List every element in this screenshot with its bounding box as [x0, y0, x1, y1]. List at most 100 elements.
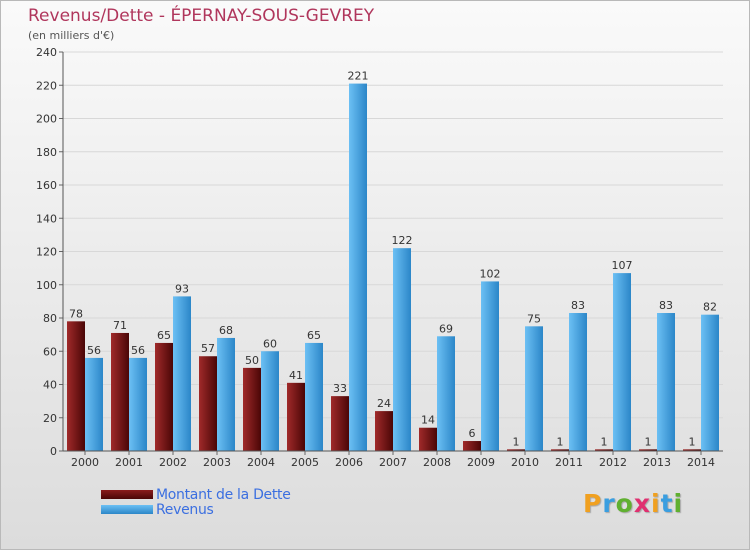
legend-swatch-revenue [101, 505, 153, 514]
logo-letter: i [651, 489, 661, 518]
bar-revenue [393, 248, 411, 451]
bar-revenue [129, 357, 147, 451]
bar-debt [683, 449, 701, 451]
data-label-revenue: 65 [307, 329, 321, 342]
bar-debt [595, 449, 613, 451]
data-label-debt: 57 [201, 342, 215, 355]
data-label-debt: 1 [689, 435, 696, 448]
y-tick-label: 220 [36, 79, 57, 92]
x-tick-label: 2003 [203, 456, 231, 469]
bar-debt [199, 356, 217, 451]
legend-swatch-debt [101, 490, 153, 499]
data-label-debt: 78 [69, 307, 83, 320]
data-labels: 78 56 71 56 65 93 57 68 50 60 41 65 33 221 24 122 14 69 6 1… [69, 70, 717, 449]
x-tick-label: 2008 [423, 456, 451, 469]
data-label-debt: 33 [333, 382, 347, 395]
bar-debt [375, 411, 393, 451]
data-label-revenue: 60 [263, 337, 277, 350]
bar-revenue [525, 326, 543, 451]
bar-revenue [349, 83, 367, 452]
y-tick-label: 100 [36, 279, 57, 292]
x-tick-label: 2013 [643, 456, 671, 469]
y-tick-label: 20 [43, 412, 57, 425]
data-label-revenue: 107 [612, 259, 633, 272]
x-tick-label: 2000 [71, 456, 99, 469]
data-label-debt: 1 [513, 435, 520, 448]
data-label-revenue: 221 [348, 70, 369, 83]
x-tick-label: 2012 [599, 456, 627, 469]
data-label-debt: 71 [113, 319, 127, 332]
y-tick-label: 160 [36, 179, 57, 192]
bar-revenue [481, 281, 499, 451]
x-tick-label: 2004 [247, 456, 275, 469]
logo-letter: x [633, 489, 651, 518]
data-label-revenue: 82 [703, 301, 717, 314]
bar-revenue [261, 351, 279, 451]
y-tick-label: 180 [36, 146, 57, 159]
bar-revenue [217, 337, 235, 451]
y-tick-label: 40 [43, 379, 57, 392]
x-tick-label: 2001 [115, 456, 143, 469]
bar-revenue [701, 314, 719, 451]
logo-letter: P [583, 489, 603, 518]
logo-letter: i [673, 489, 684, 518]
data-label-revenue: 75 [527, 312, 541, 325]
data-label-revenue: 122 [392, 234, 413, 247]
logo-letter: t [660, 489, 674, 518]
y-tick-label: 120 [36, 246, 57, 259]
bar-debt [111, 332, 129, 451]
data-label-revenue: 56 [87, 344, 101, 357]
bar-revenue [305, 342, 323, 451]
data-label-debt: 50 [245, 354, 259, 367]
x-tick-label: 2002 [159, 456, 187, 469]
bar-debt [551, 449, 569, 451]
bar-debt [155, 342, 173, 451]
bar-debt [67, 321, 85, 451]
legend-label-revenue: Revenus [156, 502, 214, 518]
x-tick-label: 2009 [467, 456, 495, 469]
data-label-revenue: 68 [219, 324, 233, 337]
x-tick-label: 2010 [511, 456, 539, 469]
x-tick-label: 2014 [687, 456, 715, 469]
bar-debt [507, 449, 525, 451]
data-label-debt: 14 [421, 414, 435, 427]
y-tick-label: 80 [43, 312, 57, 325]
bar-debt [287, 382, 305, 451]
x-tick-label: 2006 [335, 456, 363, 469]
y-tick-label: 240 [36, 46, 57, 59]
x-tick-label: 2007 [379, 456, 407, 469]
logo-letter: o [615, 489, 634, 518]
data-label-revenue: 83 [571, 299, 585, 312]
y-tick-label: 200 [36, 113, 57, 126]
data-label-debt: 1 [601, 435, 608, 448]
data-label-revenue: 102 [480, 267, 501, 280]
logo-letter: r [602, 489, 616, 518]
y-tick-label: 140 [36, 212, 57, 225]
bar-debt [419, 427, 437, 451]
chart-subtitle: (en milliers d'€) [28, 29, 115, 42]
axes [59, 51, 723, 455]
x-tick-label: 2011 [555, 456, 583, 469]
bar-debt [639, 449, 657, 451]
bar-debt [463, 441, 481, 451]
data-label-debt: 41 [289, 369, 303, 382]
proxiti-logo: Proxiti [583, 489, 683, 518]
y-tick-label: 60 [43, 345, 57, 358]
bar-revenue [437, 336, 455, 451]
data-label-debt: 24 [377, 397, 391, 410]
bar-revenue [85, 357, 103, 451]
data-label-revenue: 93 [175, 282, 189, 295]
data-label-revenue: 56 [131, 344, 145, 357]
bar-debt [243, 367, 261, 451]
chart-title: Revenus/Dette - ÉPERNAY-SOUS-GEVREY [28, 6, 375, 26]
data-label-debt: 1 [557, 435, 564, 448]
bar-revenue [613, 273, 631, 451]
x-tick-label: 2005 [291, 456, 319, 469]
bar-revenue [173, 296, 191, 451]
data-label-debt: 1 [645, 435, 652, 448]
bar-debt [331, 396, 349, 451]
bars [67, 83, 719, 452]
